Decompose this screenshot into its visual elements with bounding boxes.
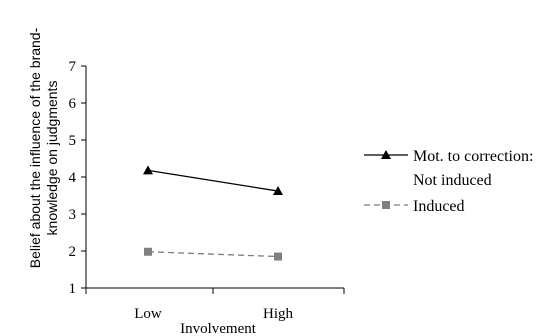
- x-axis-title: Involvement: [180, 321, 257, 336]
- y-tick-label: 6: [69, 96, 77, 112]
- series-2-point: [144, 247, 152, 256]
- y-tick-label: 5: [69, 133, 77, 149]
- series-1-point: [273, 186, 283, 196]
- series-layer: [143, 165, 283, 261]
- y-tick-label: 2: [69, 244, 77, 260]
- x-tick-label: High: [263, 306, 294, 322]
- y-axis-title: Belief about the influence of the brand-…: [27, 27, 60, 268]
- legend: Mot. to correction: Not induced Induced: [364, 148, 533, 215]
- legend-marker: [381, 150, 391, 159]
- x-tick-label: Low: [134, 306, 162, 322]
- y-axis-title-line-1: Belief about the influence of the brand-: [27, 27, 43, 268]
- legend-item-1: Mot. to correction: Not induced: [364, 148, 533, 189]
- series-1-point: [143, 165, 153, 175]
- legend-item-2: Induced: [364, 198, 465, 215]
- legend-label: Induced: [413, 198, 465, 215]
- y-axis-title-line-2: knowledge on judgments: [44, 81, 60, 236]
- legend-marker: [382, 201, 390, 209]
- legend-label: Not induced: [413, 172, 492, 189]
- y-tick-label: 3: [69, 207, 77, 223]
- legend-label: Mot. to correction:: [413, 148, 533, 165]
- y-tick-label: 4: [69, 170, 77, 186]
- y-tick-label: 1: [69, 281, 77, 297]
- y-tick-label: 7: [69, 59, 77, 75]
- series-2: [144, 247, 282, 261]
- series-1: [143, 165, 283, 196]
- series-1-line: [147, 169, 279, 192]
- axes: 1 2 3 4 5 6 7 Low High: [69, 59, 345, 322]
- series-2-line: [147, 251, 279, 258]
- series-2-point: [274, 252, 282, 261]
